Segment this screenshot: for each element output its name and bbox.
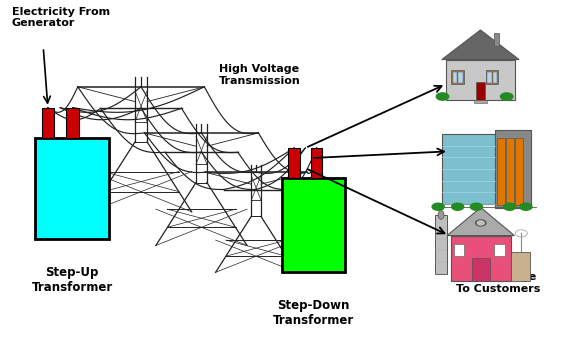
Bar [458,72,463,83]
Circle shape [477,221,484,225]
Text: Electricity From
Generator: Electricity From Generator [12,7,110,28]
Bar [311,148,322,178]
Circle shape [470,203,483,210]
Bar [454,244,464,256]
Bar [66,108,79,138]
Text: Step-Down
Transformer: Step-Down Transformer [273,299,355,327]
Bar [506,138,514,204]
Bar [472,258,490,281]
Bar [475,82,485,100]
Bar [446,60,515,100]
Bar [288,148,300,178]
Circle shape [504,203,515,210]
Bar [495,130,531,209]
Bar [474,100,487,103]
Polygon shape [447,208,514,236]
Circle shape [520,203,532,210]
Polygon shape [442,30,519,60]
Bar [451,236,511,281]
Bar [435,215,447,274]
Text: Step-Up
Transformer: Step-Up Transformer [31,265,113,294]
Bar [453,72,457,83]
Bar [282,178,345,272]
Bar [511,252,530,281]
Bar [441,134,495,204]
Bar [486,70,498,84]
Bar [494,244,505,256]
Circle shape [475,220,486,226]
Ellipse shape [438,210,444,219]
Circle shape [436,93,448,100]
Bar [493,72,497,83]
Bar [497,138,505,204]
Circle shape [501,93,513,100]
Bar [494,33,499,46]
Bar [515,138,524,204]
Text: High Voltage
Transmission: High Voltage Transmission [219,64,301,85]
Bar [487,72,491,83]
Bar [42,108,54,138]
Bar [451,70,464,84]
Text: Low Voltage
To Customers: Low Voltage To Customers [456,272,540,294]
Circle shape [451,203,464,210]
Bar [35,138,109,239]
Circle shape [432,203,444,210]
